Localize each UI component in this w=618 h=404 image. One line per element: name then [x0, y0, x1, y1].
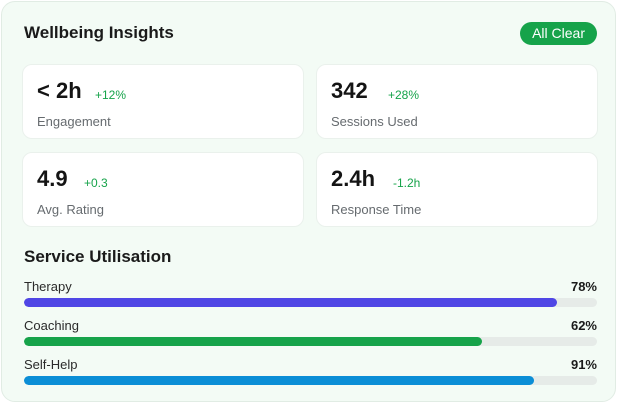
metric-value: 4.9: [37, 166, 68, 191]
card-header: Wellbeing Insights All Clear: [24, 22, 597, 46]
metric-sessions-used[interactable]: 342 +28% Sessions Used: [316, 64, 598, 139]
metric-value: 342: [331, 78, 368, 103]
progress-track: [24, 298, 597, 307]
bar-percent: 91%: [570, 357, 597, 372]
metric-delta: +12%: [95, 88, 127, 102]
metric-delta: +28%: [388, 88, 420, 102]
progress-track: [24, 337, 597, 346]
metric-delta: -1.2h: [393, 176, 421, 190]
card-title: Wellbeing Insights: [24, 23, 174, 42]
metric-response-time[interactable]: 2.4h -1.2h Response Time: [316, 152, 598, 227]
metric-delta: +0.3: [84, 176, 108, 190]
progress-track: [24, 376, 597, 385]
metric-engagement[interactable]: < 2h +12% Engagement: [22, 64, 304, 139]
metric-label: Response Time: [331, 202, 422, 217]
bar-label: Coaching: [24, 318, 79, 333]
progress-fill: [24, 376, 534, 385]
bar-percent: 78%: [570, 279, 597, 294]
bar-percent: 62%: [570, 318, 597, 333]
utilisation-row-therapy: Therapy 78%: [24, 278, 597, 308]
progress-fill: [24, 337, 483, 346]
section-title: Service Utilisation: [24, 247, 172, 266]
utilisation-row-self-help: Self-Help 91%: [24, 356, 597, 386]
metric-label: Engagement: [37, 114, 111, 129]
status-badge[interactable]: All Clear: [520, 22, 597, 45]
bar-label: Therapy: [24, 279, 72, 294]
metric-avg-rating[interactable]: 4.9 +0.3 Avg. Rating: [22, 152, 304, 227]
progress-fill: [24, 298, 557, 307]
metric-value: < 2h: [37, 78, 82, 103]
metric-value: 2.4h: [331, 166, 376, 191]
utilisation-row-coaching: Coaching 62%: [24, 317, 597, 347]
metric-label: Sessions Used: [331, 114, 418, 129]
metric-label: Avg. Rating: [37, 202, 104, 217]
bar-label: Self-Help: [24, 357, 78, 372]
